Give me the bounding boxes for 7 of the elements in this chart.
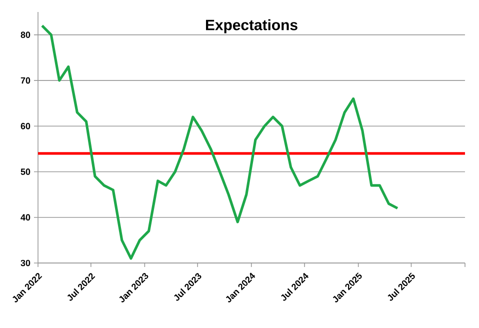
y-tick-label: 30 xyxy=(20,260,30,266)
chart-title: Expectations xyxy=(206,19,298,34)
y-tick-label: 80 xyxy=(20,32,30,38)
y-tick-label: 70 xyxy=(20,77,30,84)
y-tick-label: 50 xyxy=(20,168,30,175)
y-tick-label: 40 xyxy=(20,214,30,221)
y-tick-label: 60 xyxy=(20,122,30,130)
